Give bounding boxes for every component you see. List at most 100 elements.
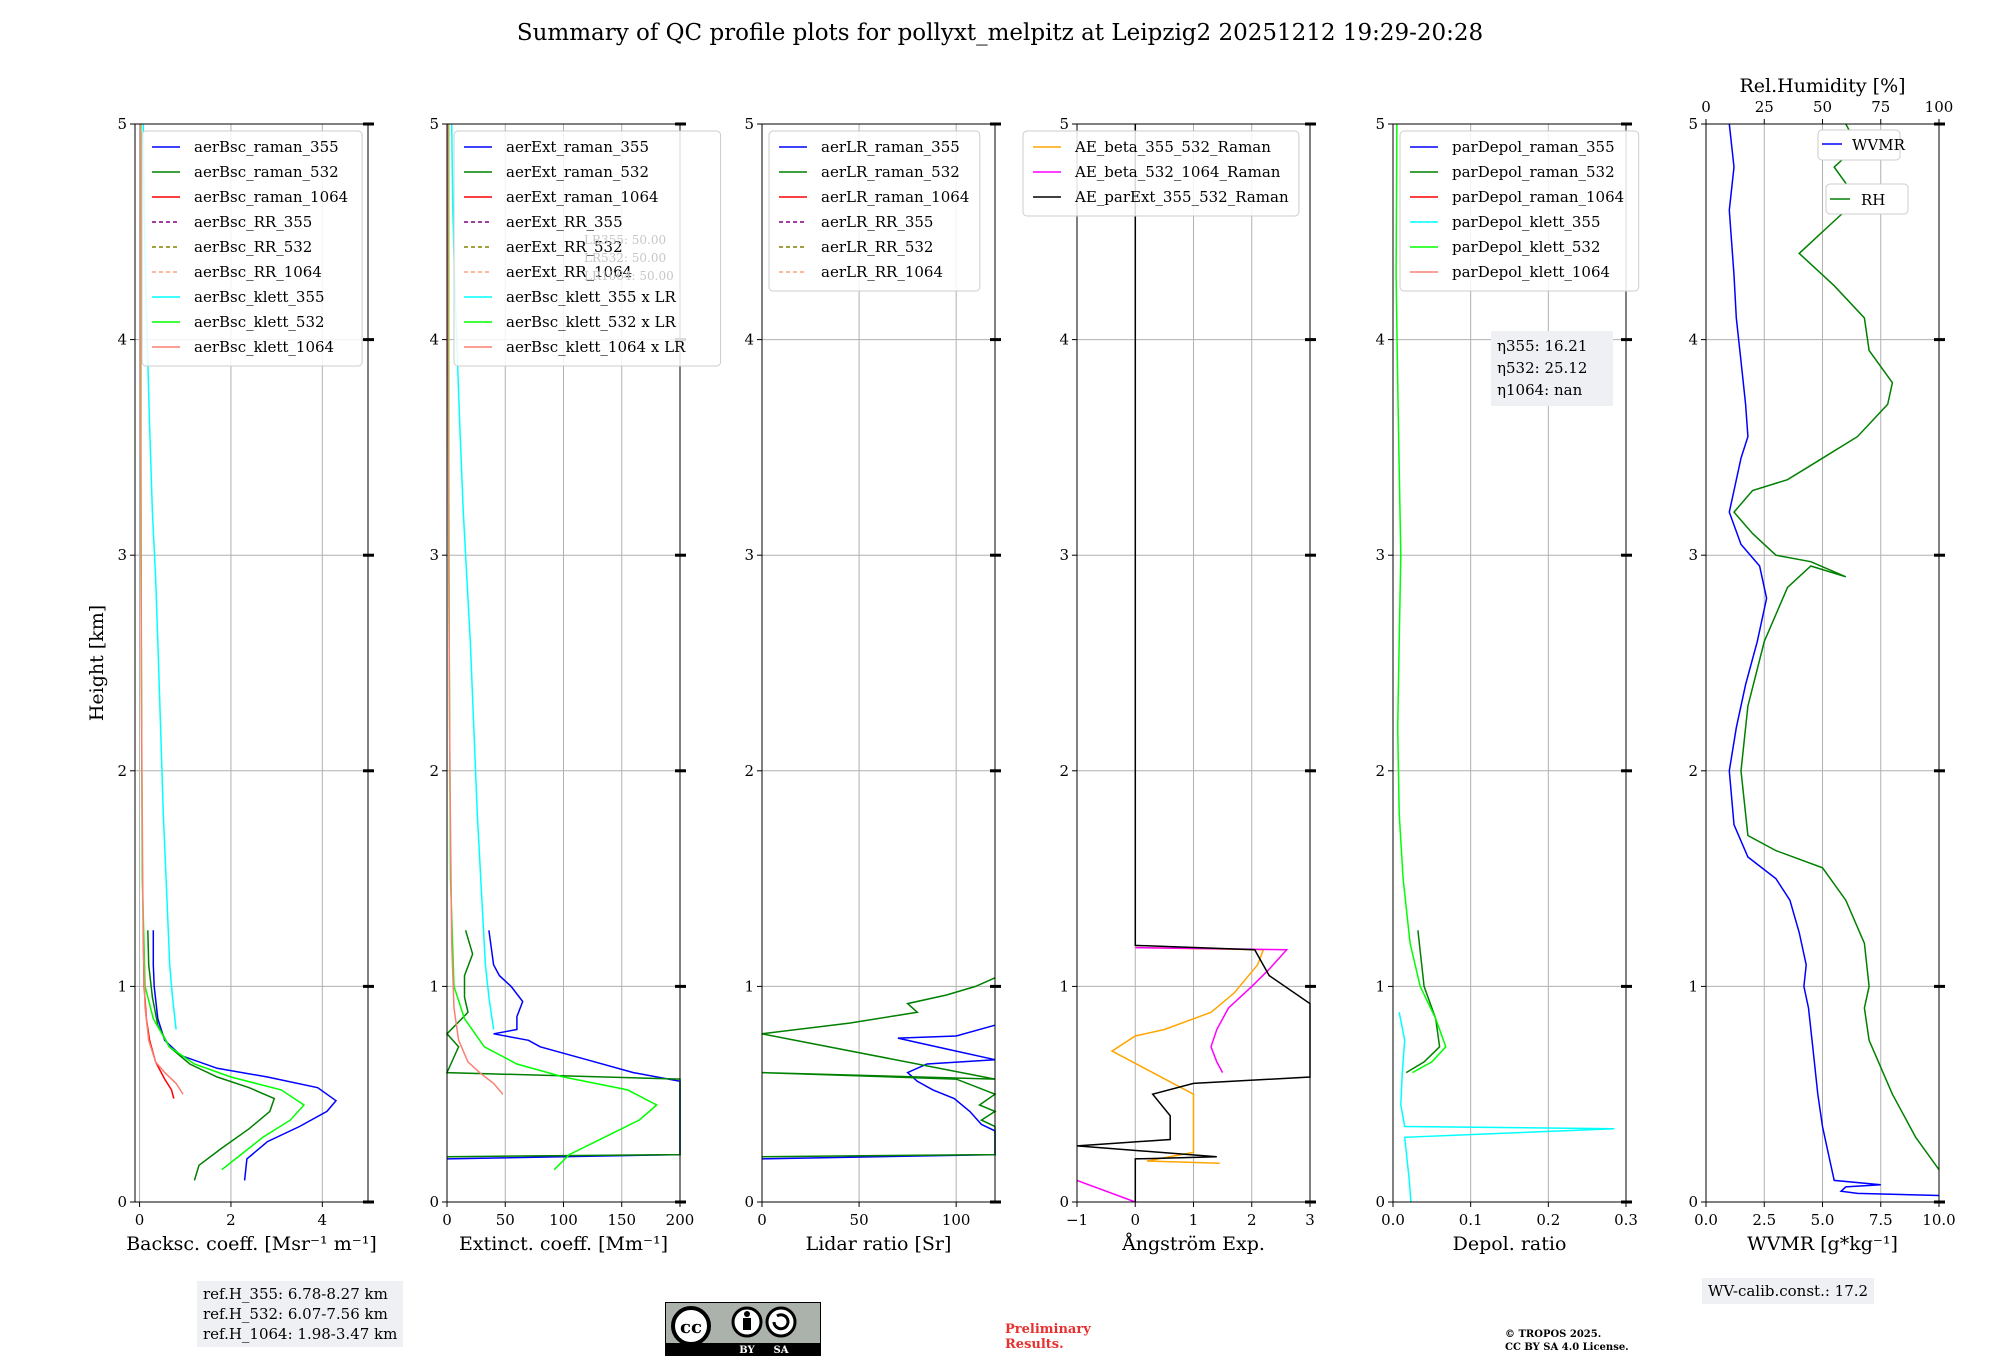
- legend-label: aerLR_RR_1064: [821, 263, 943, 281]
- x-tick-label: 0.3: [1614, 1211, 1638, 1229]
- x-tick-label: 2.5: [1752, 1211, 1776, 1229]
- y-tick-label: 0: [1059, 1193, 1069, 1211]
- panel-depol: 0.0 0.1 0.2 0.3 0 1 2 3 4 5 Depol. ratio parDepol_r…: [1375, 115, 1640, 1255]
- y-tick-label: 1: [744, 977, 754, 995]
- lr-annotation: LR532: 50.00: [584, 251, 666, 265]
- y-tick-label: 2: [1059, 762, 1069, 780]
- x-tick-label: 1: [1189, 1211, 1199, 1229]
- x-tick-label: 0.2: [1536, 1211, 1560, 1229]
- legend-label: aerExt_raman_1064: [506, 188, 659, 206]
- axes-frame: [446, 123, 681, 1203]
- wv-calib-text: WV-calib.const.: 17.2: [1708, 1282, 1869, 1300]
- legend-label: aerExt_raman_355: [506, 138, 649, 156]
- y-tick-label: 1: [429, 977, 439, 995]
- y-tick-label: 5: [744, 115, 754, 133]
- legend-label: parDepol_klett_355: [1452, 213, 1601, 231]
- x-tick-label: −1: [1066, 1211, 1088, 1229]
- series-line-wvmr: [1728, 123, 1940, 1197]
- legend-box: [453, 130, 722, 367]
- x-axis-label: Extinct. coeff. [Mm⁻¹]: [459, 1233, 668, 1255]
- x-tick-label: 150: [607, 1211, 636, 1229]
- ref-height-532: ref.H_532: 6.07-7.56 km: [203, 1305, 388, 1323]
- legend-label: AE_beta_532_1064_Raman: [1074, 163, 1281, 181]
- eta-annotation: η1064: nan: [1497, 381, 1583, 399]
- y-tick-label: 4: [117, 331, 127, 349]
- legend-box: [1022, 130, 1300, 217]
- y-tick-label: 3: [117, 546, 127, 564]
- copyright-line-1: © TROPOS 2025.: [1505, 1329, 1602, 1340]
- x-tick-label: 2: [226, 1211, 236, 1229]
- legend-label: aerExt_RR_1064: [506, 263, 632, 281]
- y-tick-label: 4: [1375, 331, 1385, 349]
- wv-calib-box: WV-calib.const.: 17.2: [1702, 1278, 1875, 1304]
- legend-label: aerLR_raman_355: [821, 138, 960, 156]
- y-tick-label: 4: [1059, 331, 1069, 349]
- y-tick-label: 2: [744, 762, 754, 780]
- y-tick-label: 0: [744, 1193, 754, 1211]
- lr-annotation: LR355: 50.00: [584, 233, 666, 247]
- y-tick-label: 5: [1375, 115, 1385, 133]
- y-axis-label: Height [km]: [86, 605, 108, 721]
- x-tick-label: 200: [666, 1211, 695, 1229]
- y-tick-label: 5: [429, 115, 439, 133]
- series-line-ae-beta-532-1064-raman-upper-: [1135, 946, 1289, 1073]
- legend-label: aerBsc_klett_1064 x LR: [506, 338, 686, 356]
- x-tick-label: 100: [549, 1211, 578, 1229]
- y-tick-label: 4: [429, 331, 439, 349]
- copyright-line-2: CC BY SA 4.0 License.: [1505, 1342, 1629, 1353]
- y-tick-label: 3: [744, 546, 754, 564]
- preliminary-line-1: Preliminary: [1005, 1322, 1091, 1337]
- copyright-note: © TROPOS 2025. CC BY SA 4.0 License.: [1505, 1328, 1629, 1354]
- panel-bsc: 0 2 4 0 1 2 3 4 5 Backsc. coeff. [Msr⁻¹ m⁻¹] aerBs…: [117, 115, 376, 1255]
- legend-label: aerExt_raman_532: [506, 163, 649, 181]
- legend-label: aerBsc_klett_355 x LR: [506, 288, 677, 306]
- y-tick-label: 1: [1688, 977, 1698, 995]
- x-tick-label: 0: [442, 1211, 452, 1229]
- x-axis-label: Backsc. coeff. [Msr⁻¹ m⁻¹]: [126, 1233, 377, 1255]
- y-tick-label: 3: [1375, 546, 1385, 564]
- x-tick-label: 50: [496, 1211, 515, 1229]
- y-tick-label: 5: [117, 115, 127, 133]
- legend-label: aerBsc_klett_532: [194, 313, 325, 331]
- series-line-rh: [1733, 123, 1940, 1171]
- axes-frame: [761, 123, 996, 1203]
- legend-label: aerBsc_raman_532: [194, 163, 339, 181]
- legend-label: parDepol_klett_532: [1452, 238, 1601, 256]
- lr-annotation: LR1064: 50.00: [584, 269, 674, 283]
- y-tick-label: 2: [429, 762, 439, 780]
- top-axis-label: Rel.Humidity [%]: [1739, 75, 1905, 97]
- legend-box: [141, 130, 363, 367]
- x-tick-label: 4: [318, 1211, 328, 1229]
- top-tick-label: 50: [1813, 98, 1832, 116]
- series-line-aerbsc-klett-1064-x-lr: [447, 124, 504, 1095]
- x-tick-label: 7.5: [1869, 1211, 1893, 1229]
- x-tick-label: 0.0: [1381, 1211, 1405, 1229]
- axes-frame: [134, 123, 369, 1203]
- x-axis-label: Ångström Exp.: [1121, 1233, 1265, 1255]
- y-tick-label: 0: [1375, 1193, 1385, 1211]
- legend-label: aerLR_raman_532: [821, 163, 960, 181]
- series-line-pardepol-klett-532: [1395, 123, 1447, 1074]
- legend-box: [768, 130, 981, 292]
- x-axis-label: Depol. ratio: [1453, 1233, 1567, 1255]
- legend-label: aerBsc_klett_532 x LR: [506, 313, 677, 331]
- series-line-pardepol-raman-532: [1405, 930, 1441, 1074]
- y-tick-label: 2: [117, 762, 127, 780]
- ref-height-1064: ref.H_1064: 1.98-3.47 km: [203, 1325, 398, 1343]
- y-tick-label: 0: [117, 1193, 127, 1211]
- series-line-aerbsc-raman-532: [147, 930, 276, 1181]
- top-tick-label: 100: [1925, 98, 1954, 116]
- series-line-ae-beta-532-1064-raman: [1076, 1179, 1136, 1203]
- y-tick-label: 1: [1059, 977, 1069, 995]
- legend-label: WVMR: [1852, 136, 1906, 154]
- y-tick-label: 3: [429, 546, 439, 564]
- x-tick-label: 5.0: [1811, 1211, 1835, 1229]
- cc-badge-by: BY: [739, 1345, 755, 1356]
- x-tick-label: 3: [1305, 1211, 1315, 1229]
- legend-box-wvmr: [1817, 129, 1901, 161]
- series-line-ae-beta-355-532-raman: [1110, 946, 1265, 1164]
- top-tick-label: 25: [1755, 98, 1774, 116]
- eta-box: [1491, 331, 1613, 406]
